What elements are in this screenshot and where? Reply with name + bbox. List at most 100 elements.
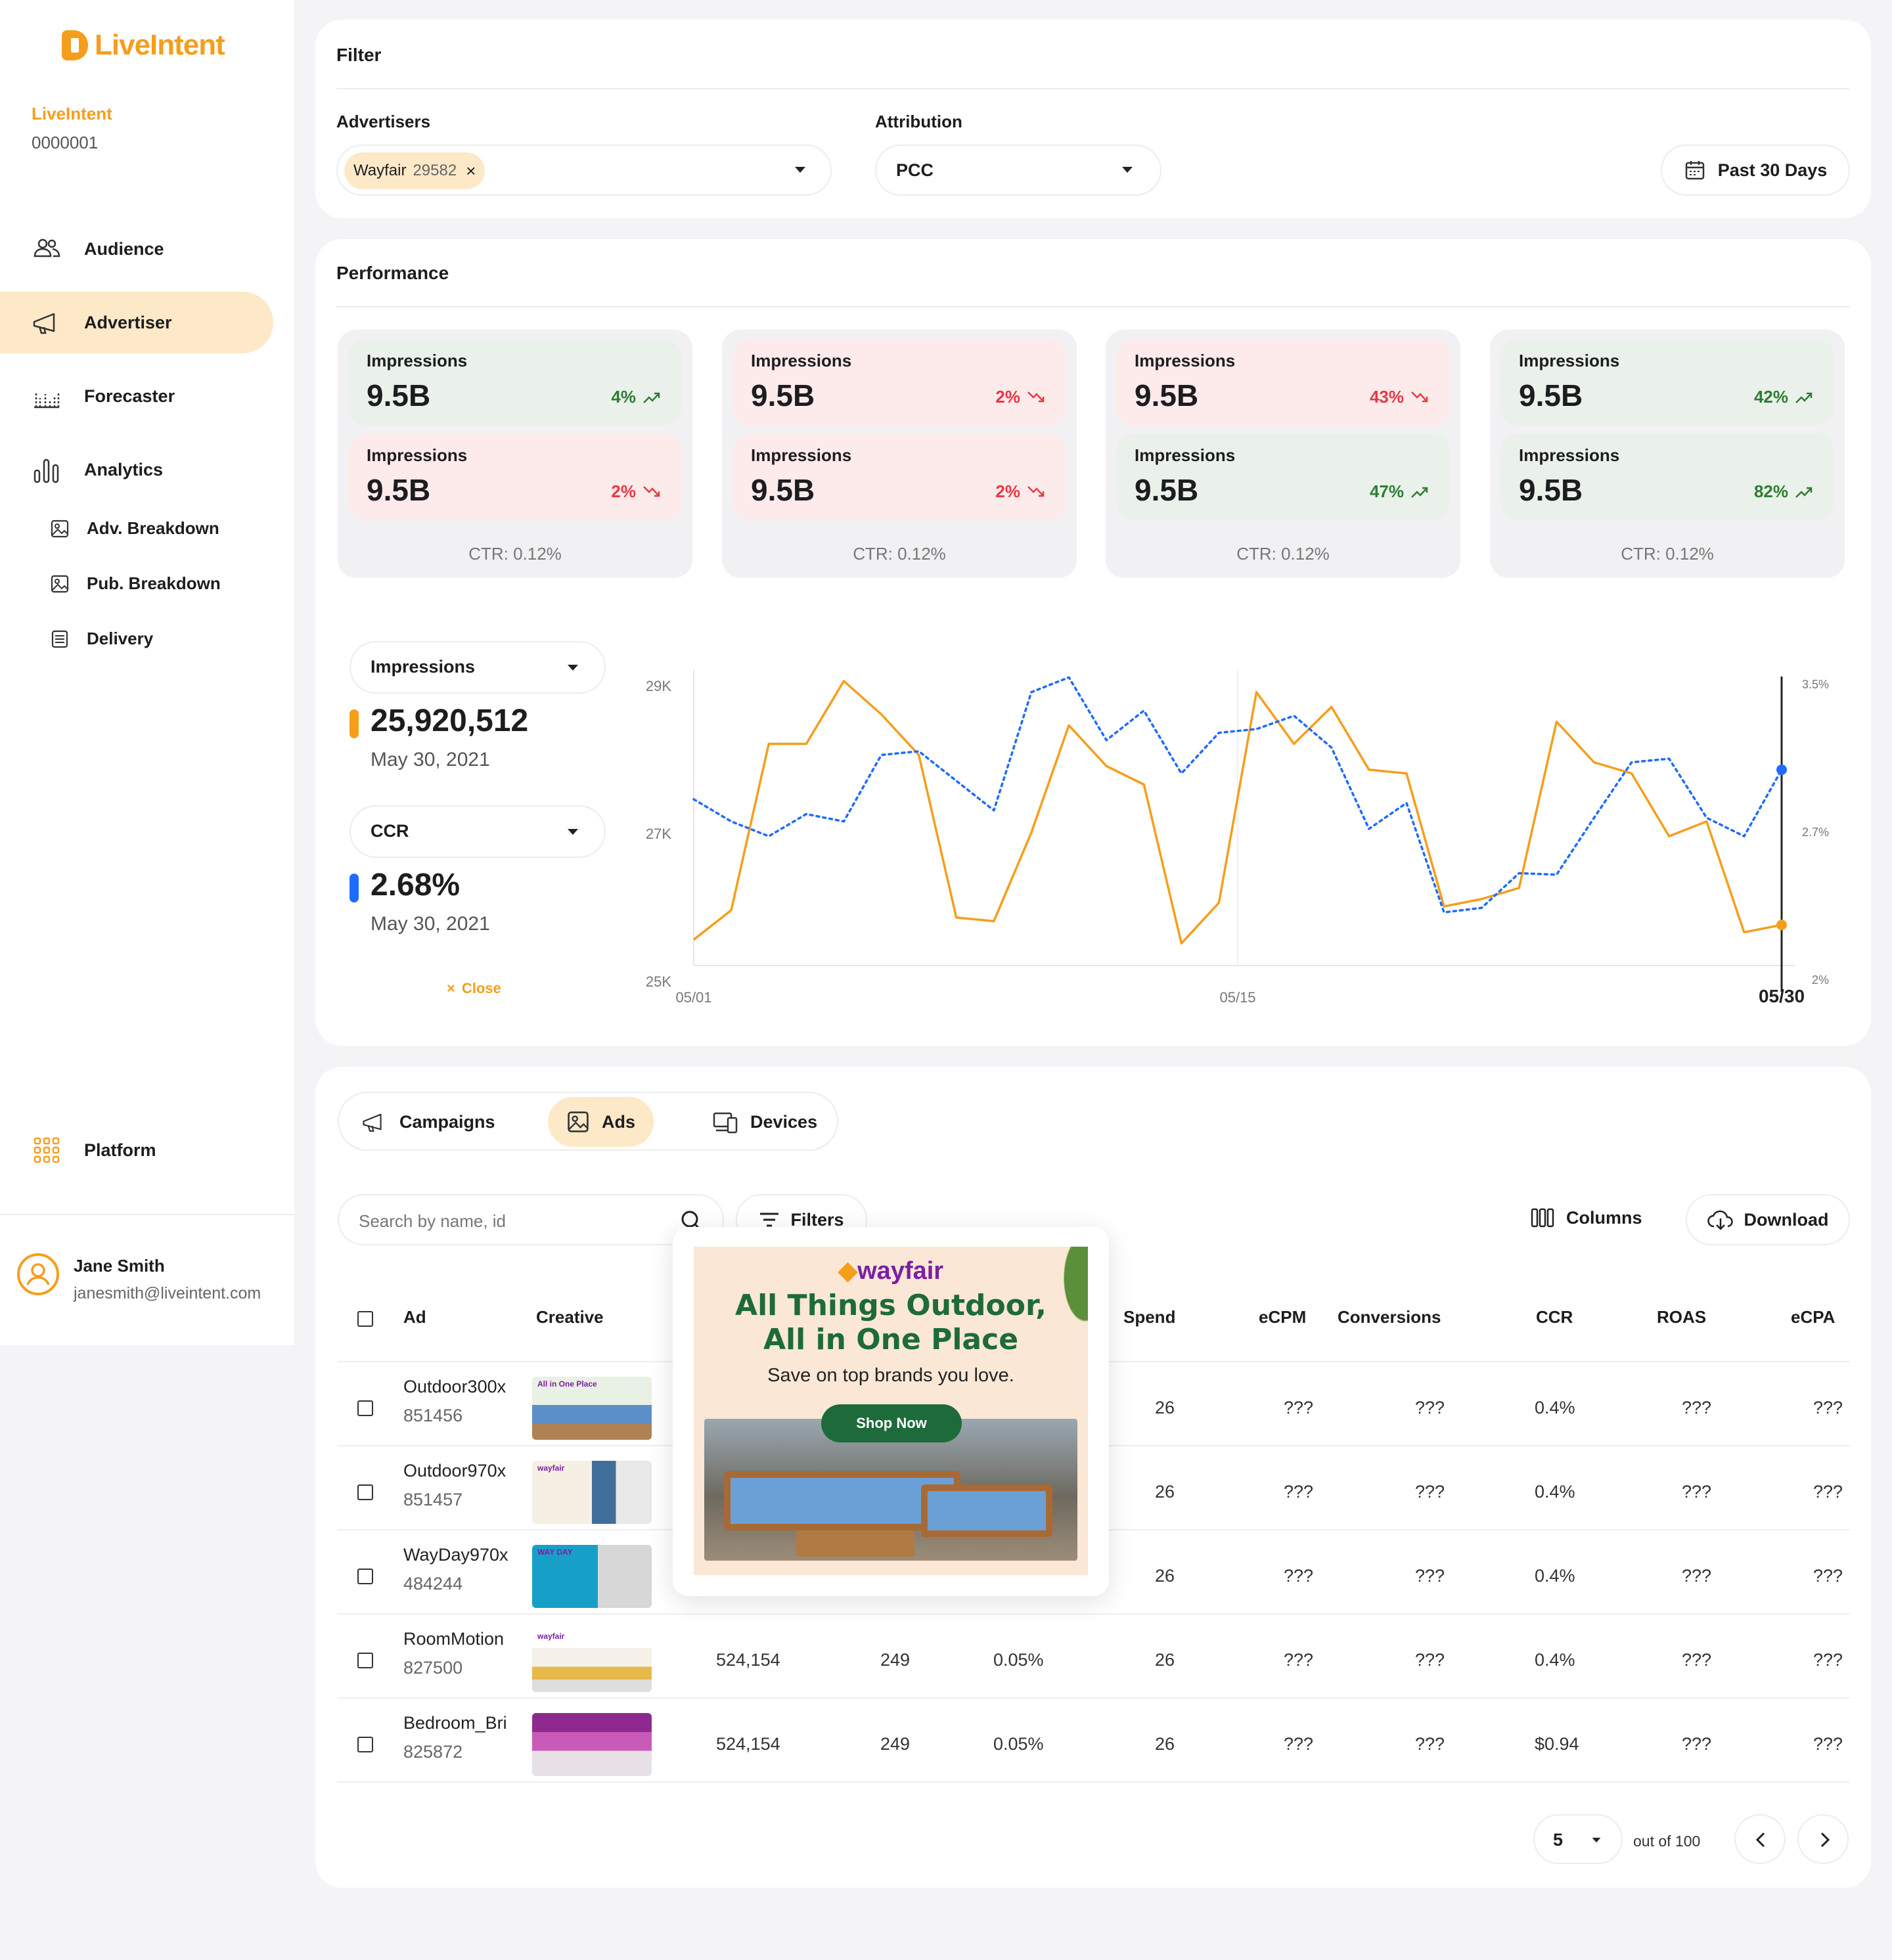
row-checkbox[interactable] <box>357 1653 373 1668</box>
advertisers-select[interactable]: Wayfair 29582 × <box>336 145 832 196</box>
metric1-value: 25,920,512 <box>371 703 529 738</box>
metric-tile[interactable]: Impressions 9.5B 43% Impressions 9.5B 47% CTR:… <box>1106 330 1460 578</box>
chip-remove-icon[interactable]: × <box>466 160 476 181</box>
ctr-label: CTR: 0.12% <box>853 544 946 564</box>
metric-top: Impressions 9.5B 43% <box>1116 339 1450 426</box>
ad-name[interactable]: Outdoor300x <box>403 1377 507 1396</box>
account-id: 0000001 <box>32 133 99 152</box>
creative-thumbnail[interactable]: WAY DAY <box>532 1545 652 1608</box>
cloud-download-icon <box>1707 1210 1733 1230</box>
trend-down-icon <box>1027 391 1045 402</box>
search-input[interactable]: Search by name, id <box>338 1194 724 1245</box>
header-conversions[interactable]: Conversions <box>1338 1307 1441 1327</box>
creative-thumbnail[interactable] <box>532 1713 652 1776</box>
metric-change: 47% <box>1370 481 1429 502</box>
creative-thumbnail[interactable]: wayfair <box>532 1461 652 1524</box>
calendar-icon <box>1685 161 1704 180</box>
spend-cell: 26 <box>1155 1566 1175 1586</box>
row-divider <box>338 1613 1850 1615</box>
conversions-cell: ??? <box>1415 1398 1445 1417</box>
performance-divider <box>336 306 1850 307</box>
x-tick-label: 05/01 <box>675 989 711 1006</box>
metric2-date: May 30, 2021 <box>371 913 490 935</box>
creative-thumbnail[interactable]: All in One Place <box>532 1377 652 1440</box>
nav-analytics-label: Analytics <box>84 459 164 479</box>
spend-cell: 26 <box>1155 1398 1175 1417</box>
metric1-select[interactable]: Impressions <box>349 641 606 694</box>
nav-advertiser[interactable]: Advertiser <box>0 292 273 353</box>
creative-thumbnail[interactable]: wayfair <box>532 1629 652 1692</box>
metric-change: 2% <box>995 481 1045 502</box>
row-checkbox[interactable] <box>357 1484 373 1500</box>
attribution-select[interactable]: PCC <box>875 145 1161 196</box>
nav-adv-breakdown[interactable]: Adv. Breakdown <box>50 518 219 539</box>
ad-id: 827500 <box>403 1658 463 1678</box>
header-roas[interactable]: ROAS <box>1657 1307 1707 1327</box>
ad-id: 851457 <box>403 1490 463 1509</box>
row-checkbox[interactable] <box>357 1400 373 1416</box>
nav-advertiser-label: Advertiser <box>84 312 172 332</box>
tab-campaigns[interactable]: Campaigns <box>343 1097 514 1147</box>
metric-label: Impressions <box>1135 445 1236 465</box>
ecpm-cell: ??? <box>1284 1482 1314 1502</box>
prev-page-button[interactable] <box>1734 1814 1786 1864</box>
brand-logo[interactable]: LiveIntent <box>62 29 225 62</box>
tab-devices[interactable]: Devices <box>694 1097 836 1147</box>
next-page-button[interactable] <box>1797 1814 1849 1864</box>
columns-button[interactable]: Columns <box>1531 1207 1642 1228</box>
header-creative[interactable]: Creative <box>536 1307 604 1327</box>
nav-analytics[interactable]: Analytics <box>0 439 273 501</box>
ctr-cell: 0.05% <box>993 1650 1044 1670</box>
clicks-cell: 249 <box>880 1734 911 1754</box>
trend-up-icon <box>1795 392 1813 403</box>
metric-value: 9.5B <box>751 378 815 412</box>
filter-icon <box>760 1213 779 1227</box>
metric-value: 9.5B <box>751 473 815 507</box>
bar-chart-icon <box>34 458 59 483</box>
nav-pub-breakdown[interactable]: Pub. Breakdown <box>50 573 221 594</box>
devices-icon <box>713 1112 738 1134</box>
header-ecpm[interactable]: eCPM <box>1259 1307 1307 1327</box>
metric2-select[interactable]: CCR <box>349 805 606 858</box>
header-ccr[interactable]: CCR <box>1536 1307 1573 1327</box>
ad-name[interactable]: Bedroom_Bri <box>403 1713 507 1733</box>
select-all-checkbox[interactable] <box>357 1311 373 1327</box>
filter-title: Filter <box>336 45 382 65</box>
date-range-button[interactable]: Past 30 Days <box>1661 145 1850 196</box>
roas-cell: ??? <box>1682 1566 1712 1586</box>
nav-delivery-label: Delivery <box>87 629 154 648</box>
metric-label: Impressions <box>367 445 468 465</box>
user-profile[interactable]: Jane Smith janesmith@liveintent.com <box>17 1253 261 1303</box>
tab-ads[interactable]: Ads <box>548 1097 654 1147</box>
row-checkbox[interactable] <box>357 1569 373 1584</box>
page-size-select[interactable]: 5 <box>1533 1814 1623 1864</box>
metric-tile[interactable]: Impressions 9.5B 4% Impressions 9.5B 2% CTR: 0… <box>338 330 692 578</box>
metric-value: 9.5B <box>1135 473 1199 507</box>
metric-tile[interactable]: Impressions 9.5B 42% Impressions 9.5B 82% CTR:… <box>1490 330 1845 578</box>
header-ad[interactable]: Ad <box>403 1307 426 1327</box>
chevron-down-icon <box>568 829 578 835</box>
nav-forecaster[interactable]: Forecaster <box>0 365 273 427</box>
spend-cell: 26 <box>1155 1734 1175 1754</box>
row-checkbox[interactable] <box>357 1737 373 1752</box>
metric-label: Impressions <box>1519 351 1620 370</box>
y-right-tick-label: 2% <box>1812 973 1829 987</box>
nav-platform[interactable]: Platform <box>0 1119 273 1181</box>
preview-sofa-photo <box>704 1419 1077 1561</box>
nav-audience[interactable]: Audience <box>0 218 273 280</box>
metric-value: 9.5B <box>1135 378 1199 412</box>
ad-name[interactable]: WayDay970x <box>403 1545 508 1565</box>
metric-tile[interactable]: Impressions 9.5B 2% Impressions 9.5B 2% CTR: 0… <box>722 330 1077 578</box>
ad-name[interactable]: RoomMotion <box>403 1629 505 1649</box>
metric-change: 82% <box>1754 481 1813 502</box>
ecpm-cell: ??? <box>1284 1650 1314 1670</box>
header-ecpa[interactable]: eCPA <box>1791 1307 1836 1327</box>
ecpa-cell: ??? <box>1813 1566 1843 1586</box>
nav-delivery[interactable]: Delivery <box>50 629 153 649</box>
ad-name[interactable]: Outdoor970x <box>403 1461 507 1481</box>
y-right-tick-label: 2.7% <box>1802 826 1829 839</box>
close-button[interactable]: × Close <box>447 980 501 997</box>
download-button[interactable]: Download <box>1686 1194 1850 1245</box>
header-spend[interactable]: Spend <box>1123 1307 1176 1327</box>
page-size-value: 5 <box>1553 1830 1564 1850</box>
